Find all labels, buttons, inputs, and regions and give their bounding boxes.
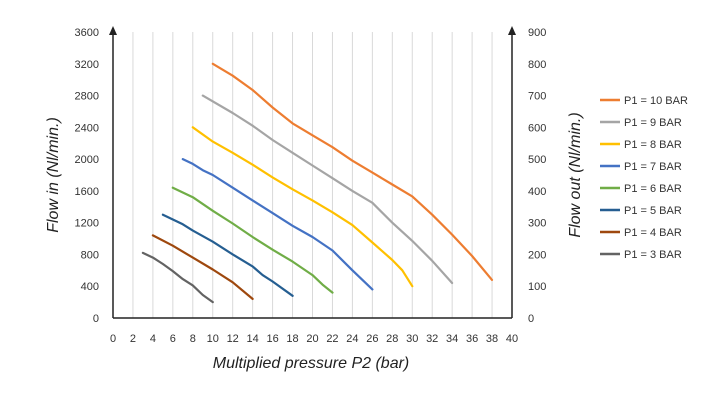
x-tick-label: 22 <box>326 333 338 345</box>
y-tick-label: 2800 <box>75 91 99 103</box>
y2-tick-label: 300 <box>528 218 546 230</box>
y2-tick-label: 700 <box>528 91 546 103</box>
y2-axis-title: Flow out (Nl/min.) <box>567 112 584 237</box>
x-tick-label: 10 <box>207 333 219 345</box>
y2-tick-labels: 0 100 200 300 400 500 600 700 800 900 <box>528 27 546 325</box>
x-tick-label: 14 <box>247 333 259 345</box>
y2-tick-label: 500 <box>528 154 546 166</box>
x-tick-label: 24 <box>346 333 358 345</box>
series-line-3 <box>191 126 414 288</box>
x-tick-label: 16 <box>266 333 278 345</box>
y2-tick-label: 800 <box>528 59 546 71</box>
series-lines <box>141 62 494 304</box>
y-axis-arrow <box>109 26 117 35</box>
series-line-6 <box>161 213 294 297</box>
x-axis-title: Multiplied pressure P2 (bar) <box>213 355 410 372</box>
y-tick-label: 400 <box>81 281 99 293</box>
series-line-5 <box>171 186 334 294</box>
y-tick-label: 3200 <box>75 59 99 71</box>
series-line-7 <box>151 234 254 300</box>
x-tick-label: 38 <box>486 333 498 345</box>
y-tick-labels: 0 400 800 1200 1600 2000 2400 2800 3200 3600 <box>75 27 99 325</box>
legend-label: P1 = 5 BAR <box>624 205 682 217</box>
y-tick-label: 800 <box>81 249 99 261</box>
y2-tick-label: 400 <box>528 186 546 198</box>
axes <box>109 26 516 319</box>
x-tick-label: 8 <box>190 333 196 345</box>
x-tick-label: 36 <box>466 333 478 345</box>
x-tick-label: 34 <box>446 333 458 345</box>
x-tick-label: 6 <box>170 333 176 345</box>
x-tick-label: 28 <box>386 333 398 345</box>
y2-axis-arrow <box>508 26 516 35</box>
legend-label: P1 = 10 BAR <box>624 95 688 107</box>
x-tick-label: 20 <box>306 333 318 345</box>
x-tick-label: 40 <box>506 333 518 345</box>
legend-label: P1 = 7 BAR <box>624 161 682 173</box>
legend-label: P1 = 4 BAR <box>624 227 682 239</box>
series-line-4 <box>181 158 374 291</box>
x-tick-label: 18 <box>286 333 298 345</box>
legend-label: P1 = 9 BAR <box>624 117 682 129</box>
y-axis-title: Flow in (Nl/min.) <box>45 117 62 233</box>
y2-tick-label: 900 <box>528 27 546 39</box>
y-tick-label: 2000 <box>75 154 99 166</box>
x-tick-label: 26 <box>366 333 378 345</box>
legend-label: P1 = 3 BAR <box>624 249 682 261</box>
y-tick-label: 1200 <box>75 218 99 230</box>
x-tick-label: 2 <box>130 333 136 345</box>
series-line-8 <box>141 251 214 304</box>
legend: P1 = 10 BAR P1 = 9 BAR P1 = 8 BAR P1 = 7 BA… <box>600 95 688 261</box>
y-tick-label: 0 <box>93 313 99 325</box>
y2-tick-label: 100 <box>528 281 546 293</box>
x-tick-label: 0 <box>110 333 116 345</box>
x-tick-label: 30 <box>406 333 418 345</box>
series-line-1 <box>211 62 494 281</box>
y-tick-label: 2400 <box>75 122 99 134</box>
y-tick-label: 3600 <box>75 27 99 39</box>
y2-tick-label: 0 <box>528 313 534 325</box>
legend-label: P1 = 8 BAR <box>624 139 682 151</box>
x-tick-labels: 0 2 4 6 8 10 12 14 16 18 20 22 24 26 28 30 32 34 36 38 40 <box>110 333 518 345</box>
series-line-2 <box>201 94 454 285</box>
x-tick-label: 4 <box>150 333 156 345</box>
y2-tick-label: 600 <box>528 122 546 134</box>
y2-tick-label: 200 <box>528 249 546 261</box>
x-tick-label: 12 <box>227 333 239 345</box>
y-tick-label: 1600 <box>75 186 99 198</box>
x-tick-label: 32 <box>426 333 438 345</box>
legend-label: P1 = 6 BAR <box>624 183 682 195</box>
gridlines <box>132 32 513 318</box>
